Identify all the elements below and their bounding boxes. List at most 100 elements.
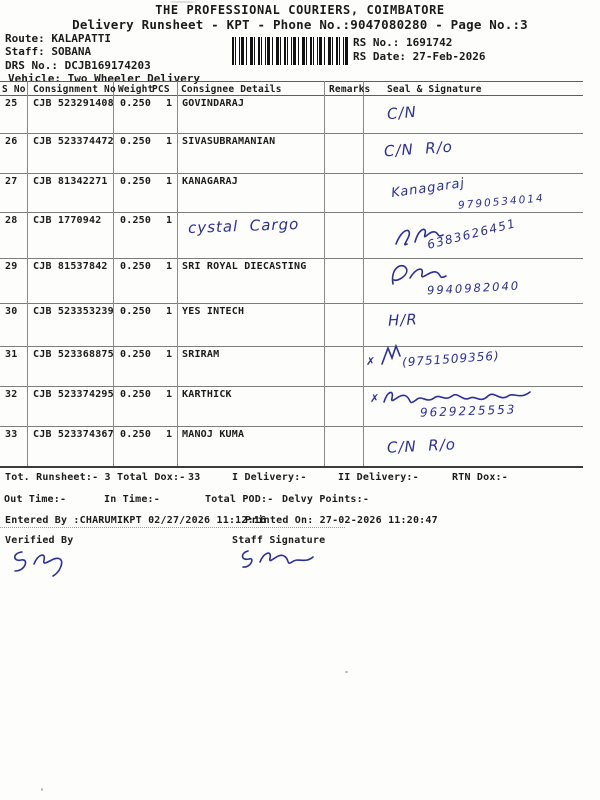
signature-scribble [381, 344, 401, 365]
row-sno: 28 [5, 215, 18, 226]
handwritten-note: cystal Cargo [187, 215, 300, 237]
signature-scribble [391, 264, 447, 285]
col-header-consignment: Consignment No [33, 84, 116, 95]
col-header-seal: Seal & Signature [387, 84, 482, 95]
rtn-dox: RTN Dox:- [452, 472, 508, 483]
table-row-border [0, 346, 583, 347]
handwritten-note: 9629225553 [419, 402, 517, 420]
handwritten-note: ✗ [366, 355, 376, 368]
row-weight: 0.250 [120, 136, 152, 147]
tot-runsheet: Tot. Runsheet:- 3 [5, 472, 111, 483]
barcode-icon [232, 37, 350, 65]
table-top-border [0, 81, 583, 82]
row-consignee: SRIRAM [182, 349, 220, 360]
row-pcs: 1 [166, 176, 173, 187]
table-bottom-border [0, 466, 583, 468]
table-column-border [113, 81, 114, 466]
row-consignment: CJB 523291408 [33, 98, 114, 109]
row-sno: 31 [5, 349, 18, 360]
row-weight: 0.250 [120, 389, 152, 400]
row-weight: 0.250 [120, 429, 152, 440]
row-weight: 0.250 [120, 349, 152, 360]
row-sno: 27 [5, 176, 18, 187]
row-pcs: 1 [166, 261, 173, 272]
row-consignee: GOVINDARAJ [182, 98, 245, 109]
rs-date-field: RS Date: 27-Feb-2026 [353, 50, 486, 63]
table-column-border [324, 81, 325, 466]
row-sno: 32 [5, 389, 18, 400]
row-consignee: SRI ROYAL DIECASTING [182, 261, 307, 272]
table-row-border [0, 303, 583, 304]
row-pcs: 1 [166, 349, 173, 360]
verified-by-label: Verified By [5, 535, 74, 546]
row-consignment: CJB 523353239 [33, 306, 114, 317]
signature-scribble [395, 228, 444, 246]
handwritten-note: ✗ [370, 392, 380, 405]
row-consignee: YES INTECH [182, 306, 245, 317]
total-dox-label: Total Dox:- [117, 472, 186, 483]
row-pcs: 1 [166, 136, 173, 147]
table-row-border [0, 212, 583, 213]
handwritten-note: C/N R/o [386, 435, 457, 457]
row-consignee: MANOJ KUMA [182, 429, 245, 440]
row-weight: 0.250 [120, 98, 152, 109]
row-pcs: 1 [166, 215, 173, 226]
printed-on: Printed On: 27-02-2026 11:20:47 [245, 515, 438, 526]
row-sno: 30 [5, 306, 18, 317]
route-field: Route: KALAPATTI [5, 32, 111, 45]
row-sno: 33 [5, 429, 18, 440]
row-weight: 0.250 [120, 176, 152, 187]
handwritten-note: C/N R/o [383, 137, 454, 161]
verified-by-signature-scribble [13, 551, 63, 577]
row-consignment: CJB 523374295 [33, 389, 114, 400]
table-row-border [0, 133, 583, 134]
handwritten-note: (9751509356) [401, 348, 501, 370]
out-time: Out Time:- [4, 494, 67, 505]
row-consignment: CJB 523368875 [33, 349, 114, 360]
staff-field: Staff: SOBANA [5, 45, 92, 58]
table-row-border [0, 258, 583, 259]
scan-speck [41, 788, 43, 791]
col-header-weight: Weight [118, 84, 154, 95]
row-consignment: CJB 81537842 [33, 261, 108, 272]
row-pcs: 1 [166, 389, 173, 400]
row-pcs: 1 [166, 429, 173, 440]
row-pcs: 1 [166, 306, 173, 317]
scan-speck [170, 1, 196, 3]
row-consignee: KARTHICK [182, 389, 232, 400]
in-time: In Time:- [104, 494, 160, 505]
footer-divider [0, 527, 345, 528]
col-header-remarks: Remarks [329, 84, 371, 95]
delvy-points: Delvy Points:- [282, 494, 370, 505]
row-weight: 0.250 [120, 215, 152, 226]
entered-by: Entered By :CHARUMIKPT 02/27/2026 11:12:… [5, 515, 267, 526]
row-consignment: CJB 523374472 [33, 136, 114, 147]
col-header-pcs: PCS [152, 84, 170, 95]
handwritten-note: 9790534014 [457, 192, 546, 212]
row-sno: 26 [5, 136, 18, 147]
row-consignee: KANAGARAJ [182, 176, 238, 187]
row-sno: 29 [5, 261, 18, 272]
table-row-border [0, 386, 583, 387]
table-row-border [0, 426, 583, 427]
row-pcs: 1 [166, 98, 173, 109]
handwritten-note: H/R [387, 310, 419, 330]
scan-speck [345, 671, 348, 673]
signature-scribble [383, 391, 531, 404]
row-consignee: SIVASUBRAMANIAN [182, 136, 276, 147]
table-row-border [0, 173, 583, 174]
page-subtitle: Delivery Runsheet - KPT - Phone No.:9047… [72, 17, 528, 32]
total-pod: Total POD:- [205, 494, 274, 505]
staff-signature-label: Staff Signature [232, 535, 326, 546]
ii-delivery: II Delivery:- [338, 472, 419, 483]
page-title: THE PROFESSIONAL COURIERS, COIMBATORE [155, 3, 445, 17]
col-header-sno: S No [2, 84, 26, 95]
row-weight: 0.250 [120, 261, 152, 272]
table-column-border [27, 81, 28, 466]
row-sno: 25 [5, 98, 18, 109]
total-dox-value: 33 [188, 472, 201, 483]
col-header-consignee: Consignee Details [181, 84, 282, 95]
row-weight: 0.250 [120, 306, 152, 317]
staff-signature-scribble [241, 550, 314, 568]
